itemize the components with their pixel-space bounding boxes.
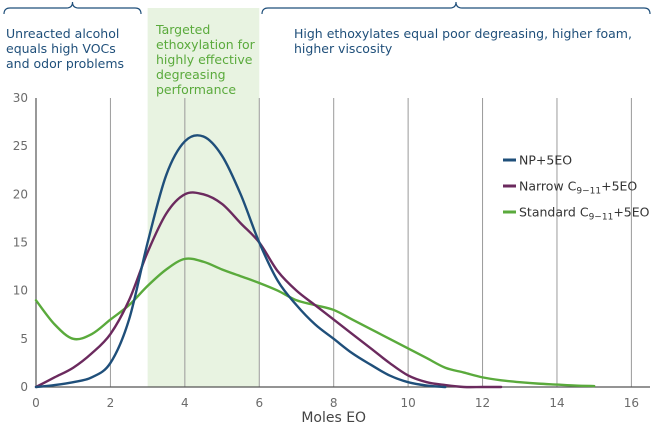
annotation-braces <box>3 1 651 15</box>
y-tick-label: 15 <box>13 236 28 250</box>
series-line-2 <box>34 191 503 389</box>
targeted-band <box>147 8 260 387</box>
y-tick-label: 30 <box>13 91 28 105</box>
y-tick-label: 20 <box>13 187 28 201</box>
x-tick-label: 12 <box>475 396 490 410</box>
axes <box>35 98 650 388</box>
legend: NP+5EO Narrow C9−11+5EO Standard C9−11+5EO <box>503 153 650 223</box>
brace-right <box>261 1 651 15</box>
series-line-3 <box>34 257 596 388</box>
y-tick-label: 5 <box>20 332 28 346</box>
x-tick-label: 4 <box>181 396 189 410</box>
x-axis-label: Moles EO <box>301 410 366 426</box>
legend-label: NP+5EO <box>519 153 572 168</box>
y-tick-label: 0 <box>20 380 28 394</box>
y-tick-label: 25 <box>13 139 28 153</box>
vertical-gridlines <box>109 98 632 387</box>
x-tick-label: 0 <box>32 396 40 410</box>
series-lines <box>34 134 596 389</box>
x-tick-label: 14 <box>549 396 564 410</box>
annotation-high-ethoxylates: High ethoxylates equal poor degreasing, … <box>294 26 632 56</box>
legend-label: Standard C9−11+5EO <box>519 205 650 223</box>
annotation-targeted-ethoxylation: Targeted ethoxylation for highly effecti… <box>156 22 255 97</box>
x-tick-label: 8 <box>330 396 338 410</box>
y-tick-label: 10 <box>13 284 28 298</box>
tick-labels: 0 2 4 6 8 10 12 14 16 0 5 10 15 20 25 30 <box>13 91 639 410</box>
brace-left <box>3 1 142 15</box>
legend-label: Narrow C9−11+5EO <box>519 179 637 197</box>
x-tick-label: 10 <box>400 396 415 410</box>
x-tick-label: 6 <box>255 396 263 410</box>
x-tick-label: 16 <box>624 396 639 410</box>
annotation-unreacted-alcohol: Unreacted alcohol equals high VOCs and o… <box>6 26 125 71</box>
x-tick-label: 2 <box>107 396 115 410</box>
series-line-1 <box>34 134 447 389</box>
